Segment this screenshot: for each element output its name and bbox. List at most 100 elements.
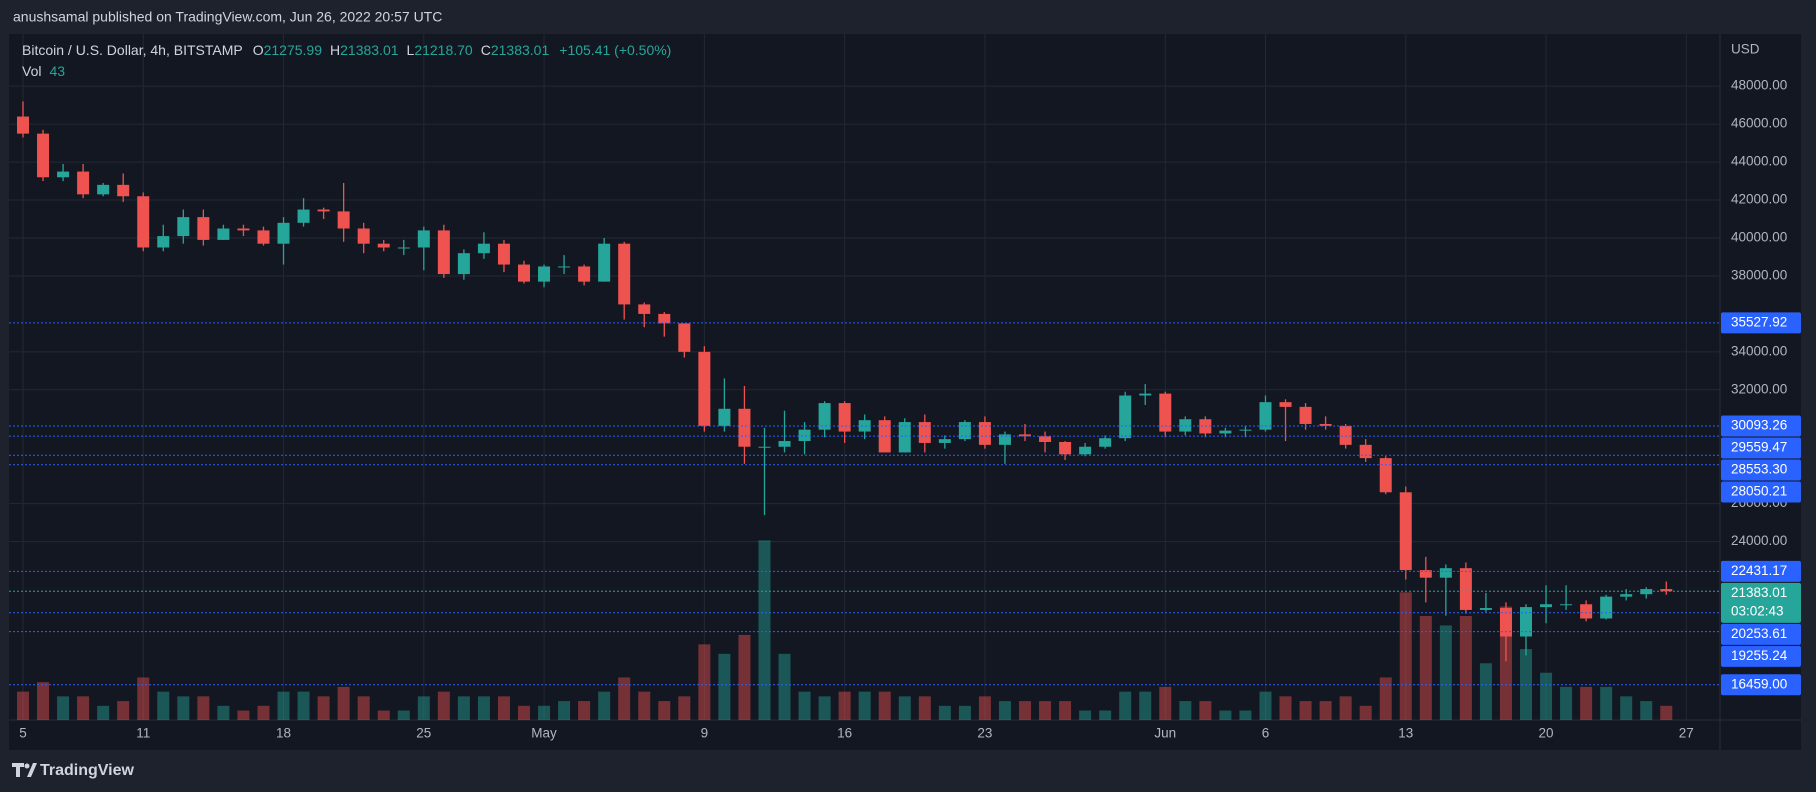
volume-bar xyxy=(157,691,170,720)
level-label: 28553.30 xyxy=(1731,462,1787,477)
candle-body xyxy=(397,247,410,249)
volume-bar xyxy=(257,705,270,720)
candle-body xyxy=(1560,604,1573,606)
volume-bar xyxy=(317,696,330,720)
volume-bar xyxy=(237,710,250,720)
volume-bar xyxy=(938,705,951,720)
volume-bar xyxy=(57,696,70,720)
volume-bar xyxy=(1199,701,1212,720)
candle-body xyxy=(978,422,991,445)
volume-bar xyxy=(337,686,350,720)
volume-bar xyxy=(1439,625,1452,720)
candle-body xyxy=(778,441,791,447)
volume-bar xyxy=(1019,701,1031,720)
y-tick-label: 44000.00 xyxy=(1731,154,1787,169)
candle-body xyxy=(678,323,691,352)
volume-bar xyxy=(898,696,911,720)
x-tick-label: 5 xyxy=(19,726,27,741)
volume-bar xyxy=(1560,686,1573,720)
candle-body xyxy=(1580,604,1593,619)
volume-bar xyxy=(838,691,851,720)
candle-body xyxy=(1459,568,1472,610)
ohlc-key: O xyxy=(253,42,264,58)
ohlc-value: 21383.01 xyxy=(491,42,550,58)
candle-body xyxy=(838,403,851,432)
candle-body xyxy=(217,228,230,240)
candle-body xyxy=(918,422,931,443)
volume-bar xyxy=(638,691,651,720)
volume-bar xyxy=(17,691,29,720)
level-label: 28050.21 xyxy=(1731,484,1787,499)
candle-body xyxy=(518,264,530,282)
candle-body xyxy=(1379,458,1392,493)
candle-body xyxy=(618,243,631,305)
x-tick-label: 6 xyxy=(1262,726,1270,741)
candle-body xyxy=(1179,419,1192,432)
candle-body xyxy=(1419,570,1432,578)
candle-body xyxy=(1039,436,1052,442)
candle-body xyxy=(1540,604,1553,608)
candle-body xyxy=(878,420,891,453)
currency: USD xyxy=(1731,42,1760,57)
volume-info: Vol 43 xyxy=(22,63,65,79)
brand: TradingView xyxy=(40,762,135,779)
volume-bar xyxy=(1159,686,1172,720)
y-tick-label: 38000.00 xyxy=(1731,268,1787,283)
x-tick-label: Jun xyxy=(1154,726,1176,741)
volume-bar xyxy=(1459,616,1472,720)
candle-body xyxy=(1520,607,1532,637)
volume-name: Vol xyxy=(22,63,41,79)
candle-body xyxy=(818,403,831,430)
volume-bar xyxy=(1379,677,1392,720)
logo-dot xyxy=(24,763,30,769)
ohlc-key: C xyxy=(481,42,491,58)
y-tick-label: 46000.00 xyxy=(1731,116,1787,131)
volume-bar xyxy=(497,696,510,720)
level-box xyxy=(1721,674,1801,696)
candle-body xyxy=(497,243,510,265)
volume-bar xyxy=(77,696,90,720)
candle-body xyxy=(1079,446,1092,455)
level-box xyxy=(1721,623,1801,645)
volume-bar xyxy=(1600,686,1613,720)
last-price-label: 21383.01 xyxy=(1731,585,1787,600)
volume-bar xyxy=(1399,592,1412,720)
volume-bar xyxy=(1059,701,1072,720)
volume-bar xyxy=(377,710,390,720)
candle-body xyxy=(457,253,470,275)
candle-body xyxy=(1660,589,1673,592)
candle-body xyxy=(377,243,390,248)
candle-body xyxy=(898,422,911,453)
volume-bar xyxy=(738,634,751,720)
candle-body xyxy=(798,429,811,442)
candle-body xyxy=(1600,596,1613,619)
volume-bar xyxy=(758,540,771,720)
candle-body xyxy=(938,439,951,443)
volume-bar xyxy=(818,696,831,720)
y-tick-label: 42000.00 xyxy=(1731,192,1787,207)
candle-body xyxy=(277,222,290,244)
volume-bar xyxy=(477,696,490,720)
y-tick-label: 24000.00 xyxy=(1731,533,1787,548)
candle-body xyxy=(117,184,130,197)
y-tick-label: 34000.00 xyxy=(1731,343,1787,358)
candle-body xyxy=(1259,402,1272,430)
volume-bar xyxy=(1219,710,1232,720)
change: +105.41 (+0.50%) xyxy=(559,42,671,58)
x-tick-label: May xyxy=(531,726,557,741)
volume-last: 43 xyxy=(49,63,65,79)
candle-body xyxy=(357,228,370,244)
volume-bar xyxy=(978,696,991,720)
candle-body xyxy=(317,209,330,212)
candle-body xyxy=(578,266,591,282)
volume-bar xyxy=(1419,616,1432,720)
volume-bar xyxy=(457,696,470,720)
candle-body xyxy=(558,266,571,268)
candle-body xyxy=(658,313,671,324)
candle-body xyxy=(1479,608,1492,610)
candle-body xyxy=(1620,594,1633,597)
ohlc-key: H xyxy=(330,42,340,58)
y-tick-label: 40000.00 xyxy=(1731,230,1787,245)
volume-bar xyxy=(1580,686,1593,720)
candle-body xyxy=(718,408,731,426)
